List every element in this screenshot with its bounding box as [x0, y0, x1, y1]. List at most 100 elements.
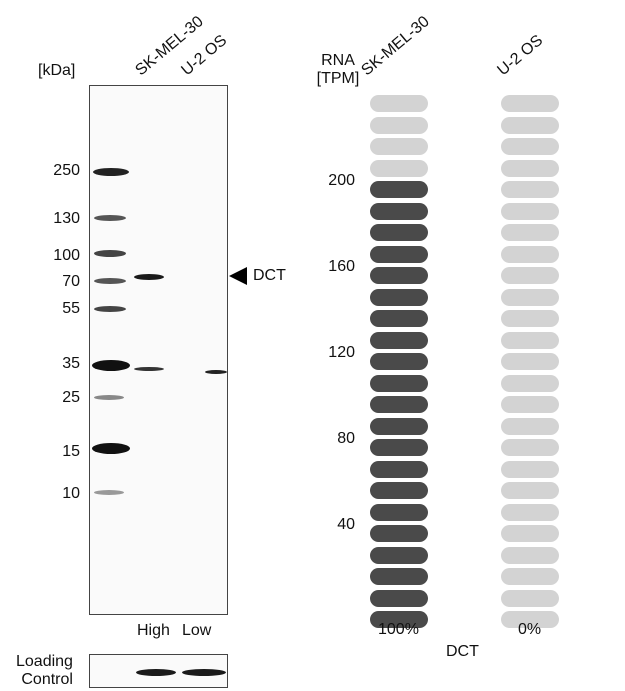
- rna-segment: [370, 288, 428, 306]
- rna-bar-u2os: [501, 95, 559, 628]
- rna-segment: [501, 525, 559, 542]
- ladder-band-250: [93, 168, 129, 176]
- rna-segment: [501, 116, 559, 134]
- rna-segment: [501, 546, 559, 564]
- marker-25: 25: [62, 389, 80, 406]
- loading-control-band-1: [136, 669, 176, 676]
- ladder-band-130: [94, 215, 126, 221]
- rna-segment: [501, 288, 559, 306]
- rna-segment: [370, 525, 428, 542]
- band-sk-mel-30-dct: [134, 274, 164, 280]
- loading-control-image: [89, 654, 228, 688]
- rna-segment: [370, 503, 428, 521]
- rna-segment: [501, 589, 559, 607]
- rna-tick-80: 80: [337, 430, 355, 447]
- rna-segment: [501, 396, 559, 413]
- rna-cell-line-sk-mel-30: SK-MEL-30: [358, 13, 433, 80]
- ladder-band-55: [94, 306, 126, 312]
- rna-segment: [370, 138, 428, 155]
- western-blot-image: [89, 85, 228, 615]
- exposure-label-low: Low: [182, 622, 212, 639]
- rna-segment: [501, 202, 559, 220]
- ladder-band-15: [92, 443, 130, 454]
- rna-segment: [501, 138, 559, 155]
- rna-segment: [501, 310, 559, 327]
- rna-segment: [370, 331, 428, 349]
- rna-axis-title: RNA [TPM]: [316, 52, 360, 88]
- rna-segment: [370, 396, 428, 413]
- rna-segment: [370, 611, 428, 628]
- rna-tick-120: 120: [328, 344, 355, 361]
- rna-segment: [370, 589, 428, 607]
- rna-tick-160: 160: [328, 258, 355, 275]
- dct-target-label: DCT: [253, 267, 286, 284]
- exposure-label-high: High: [137, 622, 170, 639]
- rna-segment: [370, 202, 428, 220]
- rna-percent-u2os: 0%: [518, 621, 542, 638]
- rna-segment: [501, 331, 559, 349]
- marker-130: 130: [53, 210, 80, 227]
- rna-segment: [370, 568, 428, 585]
- rna-segment: [501, 439, 559, 456]
- rna-percent-sk-mel-30: 100%: [378, 621, 419, 638]
- rna-segment: [501, 568, 559, 585]
- marker-labels: 250 130 100 70 55 35 25 15 10: [30, 0, 80, 691]
- rna-bar-sk-mel-30: [370, 95, 428, 628]
- marker-250: 250: [53, 162, 80, 179]
- band-sk-mel-30-35kda: [134, 367, 164, 371]
- rna-segment: [501, 503, 559, 521]
- kda-unit-label: [kDa]: [38, 62, 76, 79]
- rna-segment: [370, 116, 428, 134]
- rna-tick-labels: 200 160 120 80 40: [300, 0, 355, 691]
- ladder-band-100: [94, 250, 126, 257]
- rna-segment: [501, 482, 559, 499]
- rna-segment: [370, 417, 428, 435]
- rna-segment: [501, 95, 559, 112]
- rna-axis-title-line2: [TPM]: [316, 70, 360, 87]
- marker-10: 10: [62, 485, 80, 502]
- rna-segment: [370, 353, 428, 370]
- ladder-band-25: [94, 395, 124, 400]
- rna-segment: [501, 460, 559, 478]
- rna-segment: [501, 159, 559, 177]
- marker-15: 15: [62, 443, 80, 460]
- marker-35: 35: [62, 355, 80, 372]
- loading-control-line1: Loading: [16, 653, 73, 670]
- rna-segment: [370, 159, 428, 177]
- ladder-band-70: [94, 278, 126, 284]
- rna-segment: [370, 224, 428, 241]
- rna-segment: [370, 546, 428, 564]
- rna-segment: [501, 374, 559, 392]
- rna-tick-40: 40: [337, 516, 355, 533]
- loading-control-label: Loading Control: [16, 653, 73, 689]
- rna-segment: [370, 245, 428, 263]
- rna-segment: [370, 267, 428, 284]
- ladder-band-10: [94, 490, 124, 495]
- rna-segment: [370, 95, 428, 112]
- rna-segment: [370, 460, 428, 478]
- loading-control-line2: Control: [21, 671, 73, 688]
- loading-control-band-2: [182, 669, 226, 676]
- rna-segment: [370, 181, 428, 198]
- rna-segment: [501, 353, 559, 370]
- rna-segment: [501, 245, 559, 263]
- marker-55: 55: [62, 300, 80, 317]
- rna-segment: [501, 267, 559, 284]
- marker-70: 70: [62, 273, 80, 290]
- rna-segment: [501, 611, 559, 628]
- dct-arrow-icon: [229, 267, 247, 285]
- rna-axis-title-line1: RNA: [321, 52, 355, 69]
- marker-100: 100: [53, 247, 80, 264]
- band-u2os-35kda: [205, 370, 227, 374]
- rna-cell-line-u2os: U-2 OS: [494, 31, 547, 80]
- rna-gene-label: DCT: [446, 643, 479, 660]
- rna-tick-200: 200: [328, 172, 355, 189]
- rna-segment: [501, 417, 559, 435]
- rna-segment: [370, 482, 428, 499]
- ladder-band-35: [92, 360, 130, 371]
- rna-segment: [370, 439, 428, 456]
- rna-segment: [501, 181, 559, 198]
- rna-segment: [370, 310, 428, 327]
- rna-segment: [370, 374, 428, 392]
- rna-segment: [501, 224, 559, 241]
